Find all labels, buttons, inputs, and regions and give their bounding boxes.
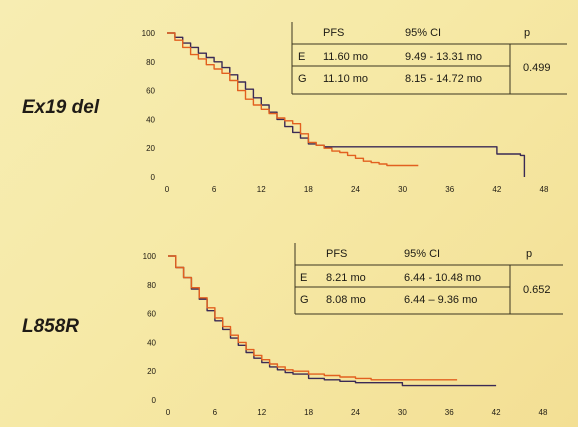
stats-row-ci: 6.44 - 10.48 mo	[404, 272, 482, 284]
stats-header-ci: 95% CI	[404, 248, 441, 260]
y-tick-label: 60	[146, 87, 155, 96]
stats-header-pfs: PFS	[326, 248, 348, 260]
stats-row-pfs: 11.60 mo	[323, 51, 369, 63]
x-tick-label: 48	[540, 185, 549, 194]
y-tick-label: 0	[151, 173, 156, 182]
x-tick-label: 42	[492, 185, 501, 194]
panel-label-ex19del: Ex19 del	[22, 97, 100, 118]
stats-row-label: G	[298, 73, 307, 85]
series-line-e	[167, 32, 526, 177]
x-tick-label: 18	[304, 185, 313, 194]
stats-row-ci: 9.49 - 13.31 mo	[405, 51, 483, 63]
stats-row-pfs: 8.08 mo	[326, 294, 366, 306]
stats-header-p: p	[524, 27, 531, 39]
stats-p-value: 0.652	[523, 284, 551, 296]
stats-row-pfs: 8.21 mo	[326, 272, 366, 284]
y-tick-label: 20	[146, 144, 155, 153]
x-tick-label: 30	[398, 185, 407, 194]
stats-p-value: 0.499	[523, 62, 551, 74]
series-line-g	[167, 32, 419, 167]
y-tick-label: 40	[146, 115, 155, 124]
x-tick-label: 0	[165, 185, 170, 194]
y-tick-label: 80	[146, 58, 155, 67]
x-tick-label: 6	[212, 185, 217, 194]
stats-header-p: p	[526, 248, 533, 260]
x-tick-label: 36	[445, 185, 454, 194]
stats-table-lines	[291, 22, 567, 95]
stats-row-label: G	[300, 294, 309, 306]
stats-row-ci: 8.15 - 14.72 mo	[405, 73, 483, 85]
x-tick-label: 12	[257, 185, 266, 194]
stats-header-ci: 95% CI	[405, 27, 442, 39]
y-tick-label: 100	[142, 29, 156, 38]
panel-label-l858r: L858R	[22, 316, 80, 337]
stats-header-pfs: PFS	[323, 27, 345, 39]
x-tick-label: 24	[351, 185, 360, 194]
stats-row-label: E	[298, 51, 306, 63]
stats-row-ci: 6.44 – 9.36 mo	[404, 294, 478, 306]
stats-row-pfs: 11.10 mo	[323, 73, 369, 85]
stats-row-label: E	[300, 272, 308, 284]
